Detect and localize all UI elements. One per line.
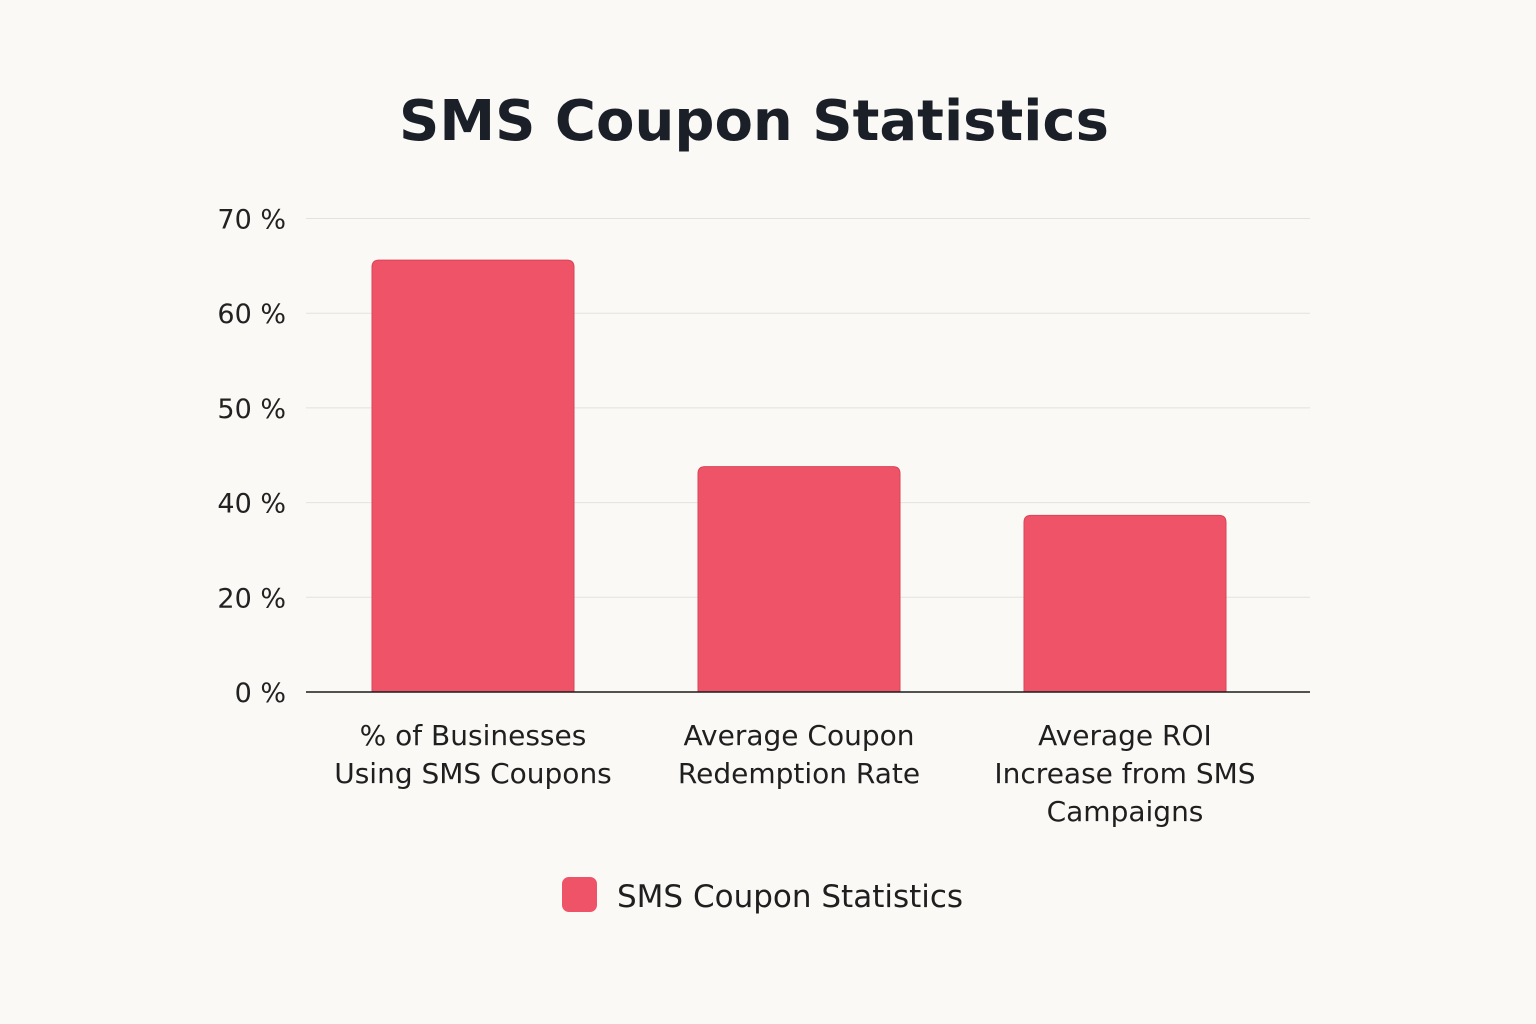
x-axis-categories: % of Businesses Using SMS Coupons Average … xyxy=(334,719,1255,828)
bar[interactable] xyxy=(697,466,901,693)
bars xyxy=(371,259,1227,693)
legend-label: SMS Coupon Statistics xyxy=(617,879,963,915)
bar[interactable] xyxy=(371,259,575,693)
y-tick-label: 50 % xyxy=(217,394,286,425)
x-category-label: % of Businesses Using SMS Coupons xyxy=(334,719,612,790)
y-tick-label: 20 % xyxy=(217,583,286,614)
bar[interactable] xyxy=(1023,514,1227,693)
y-tick-label: 60 % xyxy=(217,299,286,330)
x-category-label: Average Coupon Redemption Rate xyxy=(678,719,920,790)
legend[interactable]: SMS Coupon Statistics xyxy=(562,877,963,915)
y-tick-label: 40 % xyxy=(217,489,286,520)
y-tick-label: 70 % xyxy=(217,205,286,236)
y-axis-ticks: 0 % 20 % 40 % 50 % 60 % 70 % xyxy=(217,205,286,710)
x-category-label: Average ROI Increase from SMS Campaigns xyxy=(994,719,1255,828)
legend-swatch xyxy=(562,877,597,912)
y-tick-label: 0 % xyxy=(235,678,286,709)
chart-title: SMS Coupon Statistics xyxy=(399,89,1109,154)
